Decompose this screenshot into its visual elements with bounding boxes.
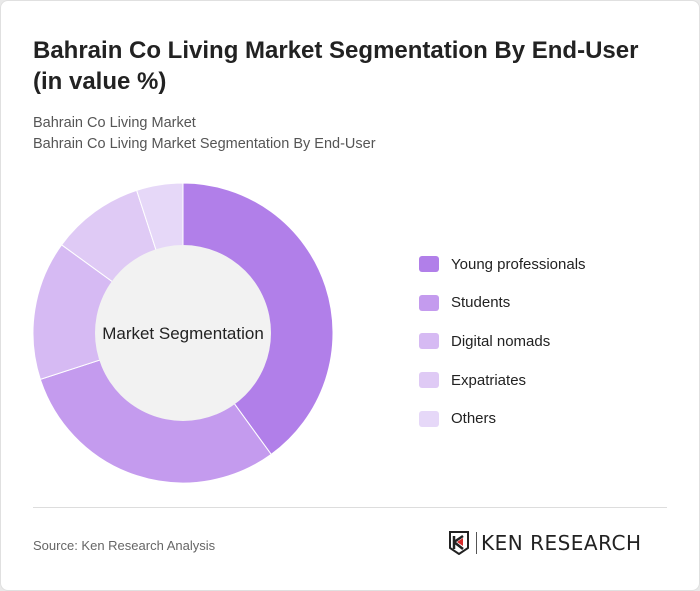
ken-logo-icon [449, 531, 469, 555]
donut-chart: Market Segmentation [32, 182, 334, 484]
breadcrumb-segment: Bahrain Co Living Market Segmentation By… [33, 136, 376, 152]
source-note: Source: Ken Research Analysis [33, 538, 216, 553]
chart-title: Bahrain Co Living Market Segmentation By… [33, 37, 639, 95]
legend-item: Others [419, 399, 586, 438]
legend-item: Digital nomads [419, 322, 586, 361]
legend-item: Expatriates [419, 361, 586, 400]
ken-research-logo: KEN RESEARCH [448, 531, 667, 555]
legend: Young professionals Students Digital nomad… [419, 245, 586, 438]
legend-label: Expatriates [451, 371, 527, 389]
legend-swatch [419, 333, 439, 350]
logo-wordmark: KEN RESEARCH [481, 531, 642, 555]
legend-item: Young professionals [419, 245, 586, 284]
legend-label: Others [451, 410, 497, 428]
divider [33, 507, 667, 508]
breadcrumb-market: Bahrain Co Living Market [33, 115, 196, 131]
legend-swatch [419, 410, 439, 427]
center-label: Market Segmentation [102, 324, 264, 343]
svg-text:KEN RESEARCH: KEN RESEARCH [481, 531, 642, 555]
donut-hole [95, 245, 271, 421]
legend-label: Students [451, 294, 511, 312]
legend-swatch [419, 256, 439, 273]
legend-swatch [419, 294, 439, 311]
legend-label: Young professionals [451, 255, 586, 273]
legend-label: Digital nomads [451, 332, 551, 350]
legend-item: Students [419, 284, 586, 323]
legend-swatch [419, 372, 439, 389]
